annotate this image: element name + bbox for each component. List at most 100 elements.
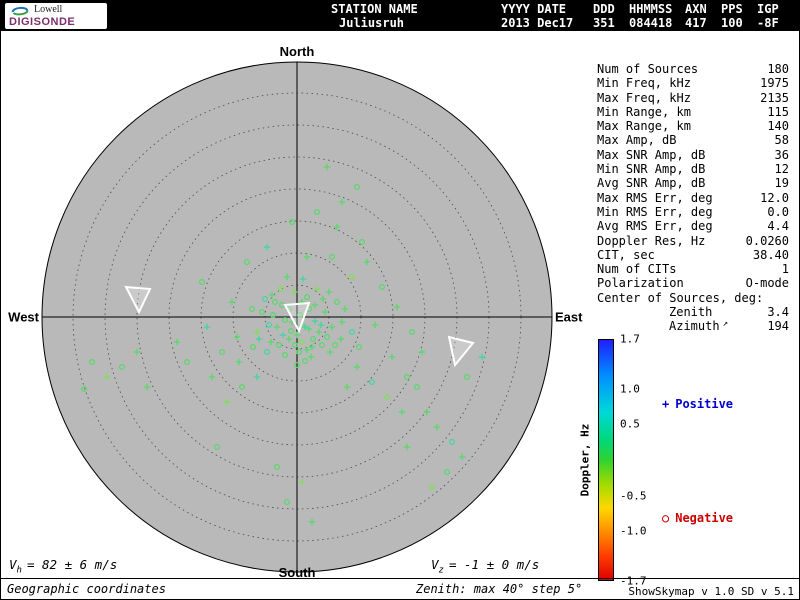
parameter-value: 115 bbox=[767, 104, 789, 119]
header-field-value: 100 bbox=[721, 16, 743, 30]
parameter-row: Doppler Res, Hz 0.0260 bbox=[597, 234, 789, 248]
parameter-row: Min SNR Amp, dB 12 bbox=[597, 162, 789, 176]
parameter-label: Min Freq, kHz bbox=[597, 76, 691, 91]
parameter-spacer bbox=[763, 291, 789, 305]
parameter-spacer bbox=[684, 276, 746, 290]
direction-label-south: South bbox=[278, 565, 316, 580]
parameter-spacer bbox=[712, 305, 767, 319]
parameter-spacer bbox=[728, 319, 767, 333]
doppler-colorbar: 1.7 1.0 0.5 -0.5 -1.0 -1.7 Doppler, Hz bbox=[579, 333, 647, 588]
header-field-label: DDD bbox=[593, 2, 615, 16]
legend-positive-label: Positive bbox=[675, 397, 734, 411]
legend-negative-label: Negative bbox=[675, 511, 734, 525]
parameter-row: Avg SNR Amp, dB 19 bbox=[597, 176, 789, 190]
parameter-value: 19 bbox=[774, 176, 789, 191]
header-field-value: -8F bbox=[757, 16, 779, 30]
parameter-value: 12.0 bbox=[760, 190, 789, 205]
parameter-label: Min RMS Err, deg bbox=[597, 204, 713, 219]
parameter-label: Zenith bbox=[669, 305, 713, 320]
parameter-value: 0.0260 bbox=[745, 233, 789, 248]
parameter-spacer bbox=[713, 219, 768, 233]
header-field: PPS 100 bbox=[721, 2, 753, 30]
skymap-plot-area: North South West East bbox=[8, 44, 582, 580]
colorbar-tick-label: -1.7 bbox=[620, 574, 647, 588]
parameter-label: Num of Sources bbox=[597, 62, 699, 76]
header-field-value: 417 bbox=[685, 16, 707, 30]
vh-symbol: V bbox=[9, 557, 17, 572]
parameter-row: Center of Sources, deg: bbox=[597, 291, 789, 305]
header-field: YYYY DATE 2013 Dec17 bbox=[501, 2, 589, 30]
parameter-value: 2135 bbox=[760, 90, 789, 105]
colorbar-tick-label: 0.5 bbox=[620, 417, 640, 431]
parameter-label: CIT, sec bbox=[597, 247, 655, 262]
skymap-polar-plot bbox=[41, 61, 553, 573]
logo-top-row: Lowell bbox=[9, 4, 103, 16]
header-field: HHMMSS 084418 bbox=[629, 2, 681, 30]
parameter-spacer bbox=[691, 91, 760, 105]
direction-label-west: West bbox=[8, 309, 39, 325]
parameter-row: Max Amp, dB 58 bbox=[597, 133, 789, 147]
parameter-label: Avg SNR Amp, dB bbox=[597, 176, 706, 191]
parameter-row: Num of Sources 180 bbox=[597, 62, 789, 76]
parameter-value: 4.4 bbox=[767, 219, 789, 234]
station-header-fields: STATION NAME Juliusruh YYYY DATE 2013 Dec17… bbox=[331, 2, 783, 30]
circle-marker-icon: ○ bbox=[662, 511, 670, 525]
parameter-spacer bbox=[676, 133, 774, 147]
colorbar-tick-label: -1.0 bbox=[620, 524, 647, 538]
parameter-spacer bbox=[705, 148, 774, 162]
digisonde-swoosh-icon bbox=[11, 6, 29, 15]
header-field-label: AXN bbox=[685, 2, 707, 16]
parameter-value: 180 bbox=[767, 62, 789, 76]
parameters-panel: Num of Sources 180 Min Freq, kHz 1975 Max Fr… bbox=[597, 62, 789, 334]
vz-subscript: z bbox=[438, 565, 444, 576]
parameter-row: CIT, sec 38.40 bbox=[597, 248, 789, 262]
parameter-spacer bbox=[698, 62, 767, 76]
zenith-range-note: Zenith: max 40° step 5° bbox=[416, 582, 583, 596]
coordinates-label: Geographic coordinates bbox=[7, 582, 166, 596]
parameter-spacer bbox=[691, 76, 760, 90]
parameter-value: O-mode bbox=[745, 276, 789, 291]
parameter-row: Max Freq, kHz 2135 bbox=[597, 91, 789, 105]
header-field-value: Juliusruh bbox=[339, 16, 405, 30]
parameter-label: Doppler Res, Hz bbox=[597, 233, 706, 248]
parameter-value: 36 bbox=[774, 147, 789, 162]
parameter-spacer bbox=[705, 176, 774, 190]
header-field-label: HHMMSS bbox=[629, 2, 673, 16]
parameter-label: Num of CITs bbox=[597, 262, 677, 277]
parameter-spacer bbox=[655, 248, 753, 262]
parameter-row: Max RMS Err, deg 12.0 bbox=[597, 191, 789, 205]
parameter-label: Max RMS Err, deg bbox=[597, 190, 713, 205]
parameter-label: Polarization bbox=[597, 276, 684, 291]
drift-arrow-markers bbox=[124, 285, 475, 368]
parameter-spacer bbox=[713, 191, 761, 205]
colorbar-gradient bbox=[598, 339, 614, 581]
legend-positive: + Positive bbox=[662, 397, 733, 411]
logo-brand-digisonde: DIGISONDE bbox=[9, 16, 76, 28]
logo-brand-lowell: Lowell bbox=[34, 4, 63, 15]
parameter-value: 0.0 bbox=[767, 204, 789, 219]
header-field: IGP -8F bbox=[757, 2, 783, 30]
colorbar-ticks: 1.7 1.0 0.5 -0.5 -1.0 -1.7 bbox=[620, 333, 664, 588]
parameter-label: Avg RMS Err, deg bbox=[597, 219, 713, 234]
parameter-value: 194 bbox=[767, 319, 789, 334]
parameter-label: Max Amp, dB bbox=[597, 133, 677, 148]
parameter-spacer bbox=[705, 162, 774, 176]
vz-value: = -1 ± 0 m/s bbox=[448, 557, 540, 572]
parameter-row: Min RMS Err, deg 0.0 bbox=[597, 205, 789, 219]
direction-label-north: North bbox=[279, 44, 315, 59]
direction-label-east: East bbox=[555, 309, 583, 325]
header-field-label: STATION NAME bbox=[331, 2, 418, 16]
parameter-label: Min Range, km bbox=[597, 104, 691, 119]
parameter-spacer bbox=[705, 234, 745, 248]
horizontal-velocity-readout: Vh = 82 ± 6 m/s bbox=[9, 557, 117, 576]
parameter-value: 3.4 bbox=[767, 305, 789, 320]
vh-value: = 82 ± 6 m/s bbox=[26, 557, 118, 572]
parameter-value: 1975 bbox=[760, 76, 789, 91]
header-field-label: PPS bbox=[721, 2, 743, 16]
header-field: AXN 417 bbox=[685, 2, 717, 30]
parameter-value: 58 bbox=[774, 133, 789, 148]
parameter-value: 1 bbox=[781, 262, 789, 277]
vertical-velocity-readout: Vz = -1 ± 0 m/s bbox=[431, 557, 539, 576]
parameter-row: Avg RMS Err, deg 4.4 bbox=[597, 219, 789, 233]
